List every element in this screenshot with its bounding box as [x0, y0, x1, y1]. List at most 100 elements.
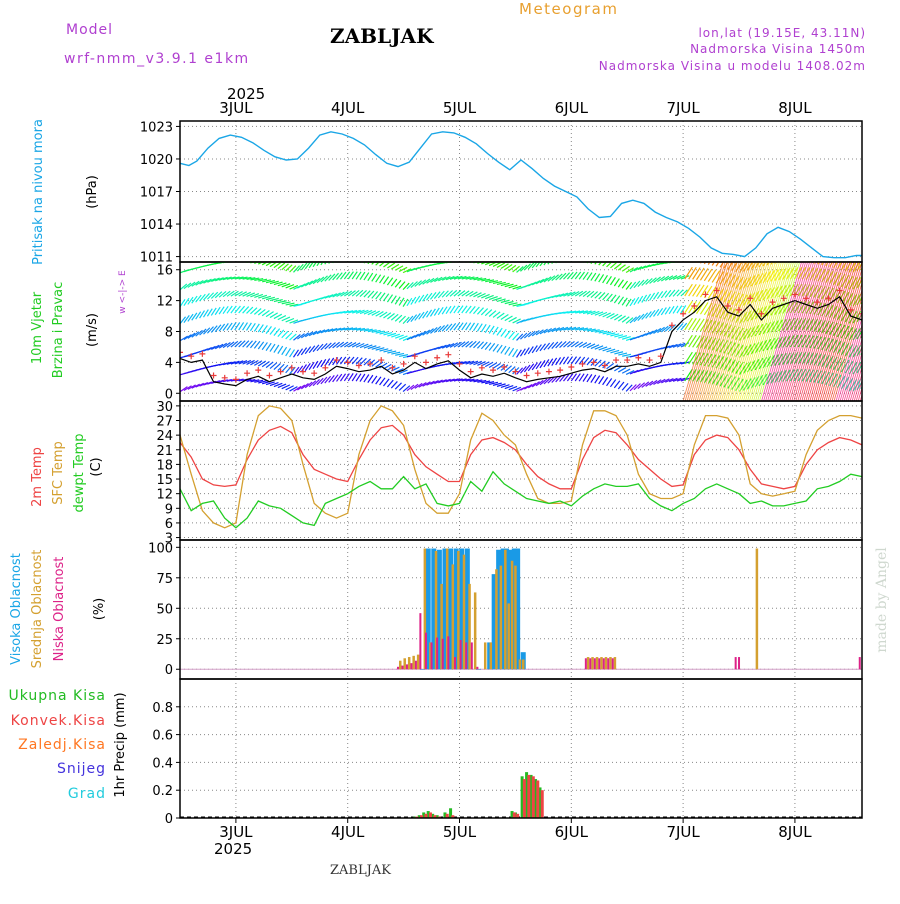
wind-barb: [379, 377, 386, 386]
wind-barb: [304, 362, 311, 372]
wind-barb: [618, 352, 628, 356]
gust-marker: [814, 299, 821, 306]
wind-barb: [387, 262, 396, 269]
wind-hatch: [688, 262, 730, 401]
wind-barb: [590, 291, 599, 299]
wind-barb: [426, 380, 435, 386]
wind-barb: [500, 345, 507, 354]
wind-barb: [449, 305, 456, 314]
wind-barb: [187, 313, 194, 322]
gust-marker: [803, 295, 810, 302]
wind-barb: [195, 311, 202, 320]
wind-barb: [508, 264, 517, 272]
cloud-mid-bar: [595, 657, 599, 670]
wind-barb: [582, 342, 592, 349]
wind-barb: [203, 327, 211, 335]
wind-barb: [340, 327, 350, 331]
wind-barb: [504, 264, 513, 271]
wind-barb: [301, 281, 310, 288]
wind-barb: [645, 293, 652, 302]
cloud-low-bar: [424, 632, 427, 670]
wind-barb: [434, 276, 443, 283]
wind-barb: [441, 378, 451, 383]
gust-marker: [590, 359, 597, 366]
wind-barb: [633, 280, 641, 289]
cloud-ytick-label: 50: [156, 602, 173, 617]
wind-barb: [535, 344, 542, 353]
wind-barb: [645, 311, 652, 319]
wind-barb: [484, 342, 492, 351]
wind-barb: [684, 300, 693, 314]
gust-marker: [601, 362, 608, 369]
wind-barb: [359, 309, 369, 315]
cloud-ytick-label: 75: [156, 572, 173, 587]
wind-barb: [664, 324, 673, 332]
wind-barb: [492, 343, 499, 352]
wind-barb: [582, 290, 591, 298]
wind-barb: [617, 367, 627, 373]
gust-marker: [579, 360, 586, 367]
wind-barb: [249, 340, 257, 349]
cloud-ytick-label: 25: [156, 633, 173, 648]
wind-barb: [684, 351, 693, 365]
wind-barb: [500, 328, 507, 337]
precip-label-graupel: Grad: [68, 786, 106, 802]
cloud-high-bar: [425, 548, 431, 670]
wind-barb: [535, 262, 541, 268]
wind-hatch: [735, 262, 776, 401]
wind-barb: [308, 279, 317, 286]
wind-barb: [422, 293, 429, 302]
wind-barb: [383, 349, 393, 353]
wind-barb: [500, 384, 510, 389]
wind-barb: [273, 281, 283, 286]
wind-hatch: [797, 262, 839, 401]
wind-barb: [512, 285, 522, 290]
wind-barb: [371, 329, 381, 333]
wind-barb: [657, 326, 665, 334]
wind-barb: [551, 294, 561, 299]
wind-barb: [504, 330, 511, 338]
wind-barb: [637, 313, 645, 322]
cloud-mid-bar: [462, 554, 466, 670]
wind-barb: [387, 332, 397, 337]
wind-hatch: [710, 262, 752, 401]
wind-barb: [590, 344, 600, 350]
wind-barb: [383, 378, 390, 387]
wind-barb: [218, 306, 225, 315]
wind-barb: [206, 326, 214, 334]
wind-barb: [387, 350, 397, 354]
wind-barb: [359, 328, 369, 332]
wind-barb: [543, 342, 551, 351]
wind-barb: [590, 272, 597, 281]
wind-barb: [578, 356, 586, 365]
model-name: wrf-nmm_v3.9.1 e1km: [64, 51, 250, 67]
precip-conv-bar: [428, 812, 432, 818]
precip-total-bar: [534, 779, 538, 818]
wind-barb: [386, 277, 394, 286]
wind-barb: [191, 280, 200, 287]
wind-barb: [622, 353, 632, 357]
wind-barb: [406, 384, 415, 392]
wind-barb: [339, 373, 347, 382]
wind-hatch: [837, 316, 862, 401]
gust-marker: [847, 306, 854, 313]
wind-hatch: [694, 262, 736, 401]
temp-unit: (C): [89, 457, 104, 476]
wind-barb: [441, 306, 448, 315]
wind-barb: [339, 356, 347, 365]
wind-ytick-label: 8: [165, 326, 173, 341]
wind-barb: [594, 262, 598, 265]
gust-marker: [311, 370, 318, 377]
cloud-mid-bar: [445, 548, 449, 670]
cloud-low-bar: [447, 636, 450, 670]
wind-barb: [676, 361, 686, 365]
wind-barb: [285, 348, 292, 357]
wind-barb: [238, 276, 248, 280]
gust-marker: [859, 310, 862, 317]
wind-barb: [312, 378, 320, 387]
wind-barb: [296, 365, 304, 374]
wind-barb: [645, 380, 654, 387]
gust-marker: [613, 357, 620, 364]
wind-barb: [344, 327, 354, 331]
wind-barb: [445, 342, 455, 349]
